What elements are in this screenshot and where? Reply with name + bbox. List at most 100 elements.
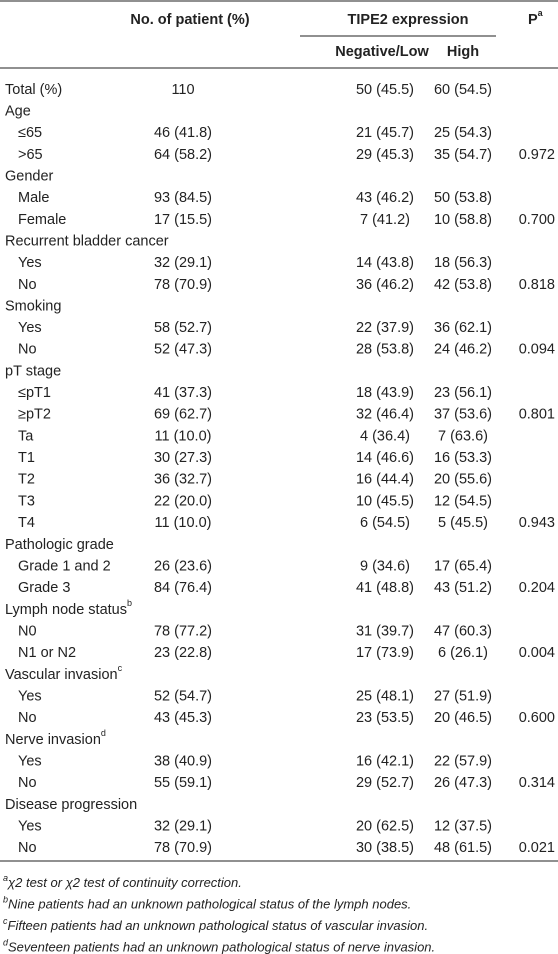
cell: 5 (45.5): [438, 515, 488, 531]
cell: 64 (58.2): [154, 147, 212, 163]
group-label: Vascular invasionc: [5, 663, 123, 682]
row-label: Grade 1 and 2: [18, 558, 111, 574]
footnote: aχ2 test or χ2 test of continuity correc…: [3, 873, 242, 890]
superscript: b: [3, 895, 8, 905]
superscript: d: [3, 938, 9, 948]
label-text: Vascular invasion: [5, 667, 118, 683]
cell: 84 (76.4): [154, 580, 212, 596]
cell: 0.801: [519, 407, 555, 423]
cell: 21 (45.7): [356, 125, 414, 141]
label-text: Lymph node status: [5, 602, 127, 618]
cell: 0.094: [519, 342, 555, 358]
group-label: Gender: [5, 168, 54, 184]
cell: 50 (45.5): [356, 82, 414, 98]
cell: 26 (47.3): [434, 775, 492, 791]
header: High: [447, 44, 479, 60]
cell: 11 (10.0): [155, 515, 212, 531]
cell: 47 (60.3): [434, 623, 492, 639]
row-label: Yes: [18, 255, 42, 271]
cell: 41 (37.3): [154, 385, 212, 401]
label-text: pT stage: [5, 363, 61, 379]
cell: 20 (62.5): [356, 818, 414, 834]
cell: 78 (70.9): [154, 840, 212, 856]
cell: 23 (53.5): [356, 710, 414, 726]
cell: 26 (23.6): [154, 558, 212, 574]
header: Pa: [528, 8, 544, 27]
group-label: Recurrent bladder cancer: [5, 233, 169, 249]
cell: 0.700: [519, 212, 555, 228]
footnote-text: Nine patients had an unknown pathologica…: [8, 897, 411, 912]
group-label: pT stage: [5, 363, 61, 379]
footnote-text: Seventeen patients had an unknown pathol…: [8, 940, 435, 954]
footnote-text: Fifteen patients had an unknown patholog…: [8, 918, 429, 933]
cell: 58 (52.7): [154, 320, 212, 336]
header: No. of patient (%): [130, 12, 249, 28]
row-label: Yes: [18, 688, 42, 704]
footnote-text: χ2 test or χ2 test of continuity correct…: [7, 875, 242, 890]
cell: 93 (84.5): [154, 190, 212, 206]
footnote: cFifteen patients had an unknown patholo…: [3, 916, 428, 933]
superscript: d: [101, 728, 106, 738]
cell: 12 (37.5): [434, 818, 492, 834]
cell: 32 (46.4): [356, 407, 414, 423]
header-text: P: [528, 12, 538, 28]
cell: 7 (41.2): [360, 212, 410, 228]
row-label: T3: [18, 493, 35, 509]
cell: 10 (45.5): [356, 493, 414, 509]
footnote: bNine patients had an unknown pathologic…: [3, 895, 411, 912]
label-text: Pathologic grade: [5, 537, 114, 553]
cell: 0.818: [519, 277, 555, 293]
cell: 46 (41.8): [154, 125, 212, 141]
row-label: >65: [18, 147, 43, 163]
row-label: Male: [18, 190, 49, 206]
cell: 32 (29.1): [154, 255, 212, 271]
cell: 14 (46.6): [356, 450, 414, 466]
header: TIPE2 expression: [348, 12, 469, 28]
row-label: No: [18, 342, 37, 358]
cell: 36 (46.2): [356, 277, 414, 293]
cell: 16 (42.1): [356, 753, 414, 769]
cell: 22 (37.9): [356, 320, 414, 336]
cell: 22 (57.9): [434, 753, 492, 769]
cell: 24 (46.2): [434, 342, 492, 358]
row-label: Yes: [18, 818, 42, 834]
cell: 110: [171, 82, 194, 98]
cell: 17 (15.5): [154, 212, 212, 228]
superscript: c: [118, 663, 123, 673]
label-text: Nerve invasion: [5, 732, 101, 748]
cell: 78 (70.9): [154, 277, 212, 293]
cell: 23 (22.8): [154, 645, 212, 661]
cell: 0.021: [519, 840, 555, 856]
cell: 0.004: [519, 645, 555, 661]
row-label: Grade 3: [18, 580, 70, 596]
cell: 18 (56.3): [434, 255, 492, 271]
cell: 30 (27.3): [154, 450, 212, 466]
row-label: Total (%): [5, 82, 62, 98]
row-label: N1 or N2: [18, 645, 76, 661]
group-label: Age: [5, 103, 31, 119]
cell: 10 (58.8): [434, 212, 492, 228]
row-label: No: [18, 775, 37, 791]
cell: 0.204: [519, 580, 555, 596]
label-text: Recurrent bladder cancer: [5, 233, 169, 249]
superscript: c: [3, 916, 8, 926]
row-label: T1: [18, 450, 35, 466]
superscript: a: [3, 873, 8, 883]
cell: 6 (54.5): [360, 515, 410, 531]
cell: 22 (20.0): [154, 493, 212, 509]
cell: 60 (54.5): [434, 82, 492, 98]
label-text: Smoking: [5, 298, 61, 314]
cell: 29 (45.3): [356, 147, 414, 163]
cell: 7 (63.6): [438, 428, 488, 444]
cell: 78 (77.2): [154, 623, 212, 639]
cell: 25 (48.1): [356, 688, 414, 704]
cell: 35 (54.7): [434, 147, 492, 163]
cell: 16 (53.3): [434, 450, 492, 466]
cell: 38 (40.9): [154, 753, 212, 769]
label-text: Disease progression: [5, 797, 137, 813]
row-label: T4: [18, 515, 35, 531]
footnote: dSeventeen patients had an unknown patho…: [3, 938, 435, 954]
cell: 42 (53.8): [434, 277, 492, 293]
cell: 52 (47.3): [154, 342, 212, 358]
